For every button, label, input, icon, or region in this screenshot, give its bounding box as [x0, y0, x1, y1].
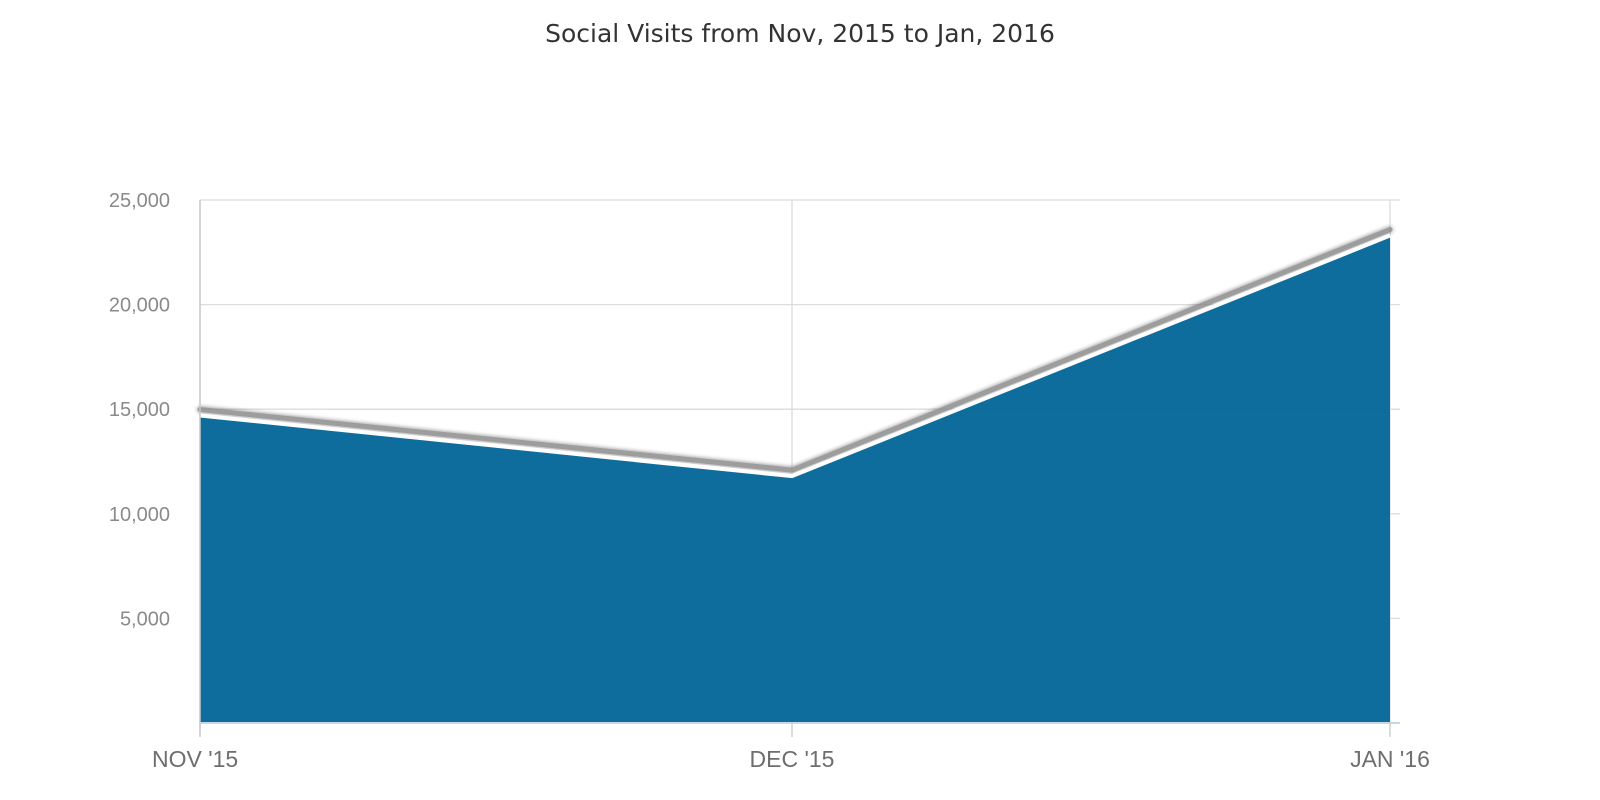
- series-line: [197, 227, 1396, 482]
- y-axis-tick-labels: 5,000 10,000 15,000 20,000 25,000: [109, 190, 170, 630]
- series-line-shadow: [197, 227, 1393, 473]
- series-area: [200, 235, 1390, 723]
- data-point-jan-16[interactable]: [1384, 230, 1396, 242]
- chart-title: Social Visits from Nov, 2015 to Jan, 201…: [545, 19, 1055, 48]
- area-fill: [200, 235, 1390, 723]
- series-line-path[interactable]: [199, 233, 1391, 479]
- y-tick-label: 15,000: [109, 399, 170, 421]
- y-tick-label: 5,000: [120, 608, 170, 630]
- x-tick-label: JAN '16: [1350, 746, 1430, 772]
- x-axis-tick-labels: NOV '15 DEC '15 JAN '16: [152, 746, 1430, 772]
- y-tick-label: 10,000: [109, 504, 170, 526]
- x-tick-label: NOV '15: [152, 746, 238, 772]
- y-tick-label: 25,000: [109, 190, 170, 212]
- data-point-dec-15[interactable]: [786, 470, 798, 482]
- y-tick-label: 20,000: [109, 295, 170, 317]
- x-tick-label: DEC '15: [750, 746, 835, 772]
- axes: [199, 200, 1400, 737]
